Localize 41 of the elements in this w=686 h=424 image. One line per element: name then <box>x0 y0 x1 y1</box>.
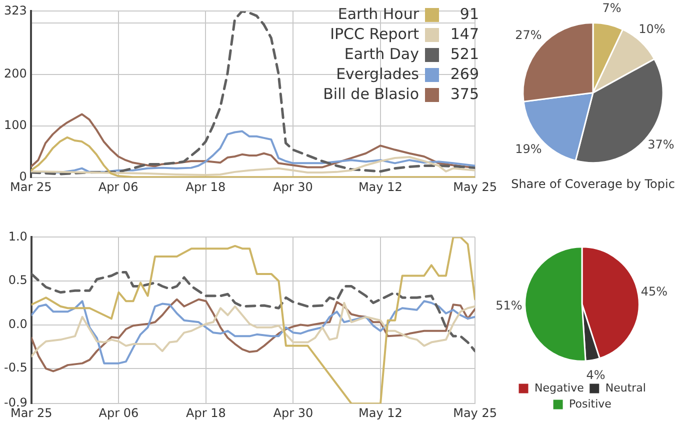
x-tick-label: Apr 30 <box>273 406 314 420</box>
legend-label: IPCC Report <box>329 24 420 44</box>
legend-label: Bill de Blasio <box>322 84 420 104</box>
legend-label: Neutral <box>605 381 646 394</box>
legend-label: Positive <box>569 397 612 410</box>
data-label: 37% <box>648 138 674 152</box>
data-label: 19% <box>515 142 542 156</box>
annotation: 147 <box>449 24 480 44</box>
y-tick-label: -0.5 <box>4 360 28 375</box>
annotation: 269 <box>449 64 480 84</box>
legend-label: Earth Day <box>343 44 420 64</box>
data-label: 7% <box>602 0 622 15</box>
data-label: 45% <box>640 284 668 299</box>
annotation: 91 <box>458 4 480 24</box>
y-tick-label: 323 <box>4 3 27 18</box>
x-tick-label: May 12 <box>358 180 402 194</box>
data-label: 10% <box>638 22 666 36</box>
y-tick-label: 200 <box>4 66 27 81</box>
y-tick-label: 0.0 <box>8 316 28 331</box>
x-tick-label: Apr 06 <box>98 406 139 420</box>
legend-label: Earth Hour <box>336 4 420 24</box>
x-tick-label: Apr 30 <box>273 180 313 194</box>
x-tick-label: Apr 18 <box>186 180 226 194</box>
y-tick-label: 100 <box>4 118 27 132</box>
legend-label: Everglades <box>335 64 420 84</box>
x-tick-label: Apr 06 <box>98 180 138 194</box>
annotation: 521 <box>449 44 480 64</box>
data-label: 4% <box>586 368 606 382</box>
x-tick-label: Mar 25 <box>10 406 52 420</box>
y-tick-label: 0.5 <box>8 273 28 288</box>
line-series <box>31 270 476 352</box>
x-tick-label: May 25 <box>453 406 498 420</box>
x-tick-label: May 12 <box>358 406 402 420</box>
legend-label: Negative <box>534 381 584 394</box>
x-tick-label: May 25 <box>453 180 498 194</box>
data-label: 51% <box>496 298 522 312</box>
data-label: 27% <box>515 28 542 42</box>
annotation: 375 <box>449 84 480 104</box>
y-tick-label: 1.0 <box>8 229 28 244</box>
text: Share of Coverage by Topic <box>511 176 675 191</box>
x-tick-label: Apr 18 <box>186 406 226 420</box>
